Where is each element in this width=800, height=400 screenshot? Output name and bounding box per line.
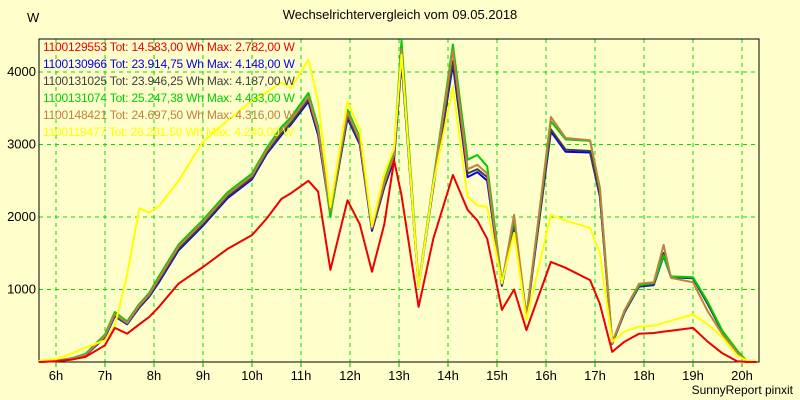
y-tick-label: 3000 <box>7 137 36 152</box>
x-tick-label: 14h <box>437 368 459 383</box>
plot-area <box>38 38 760 363</box>
x-tick-label: 15h <box>486 368 508 383</box>
x-tick-label: 11h <box>291 368 312 383</box>
x-tick-label: 20h <box>731 368 753 383</box>
x-tick-label: 16h <box>535 368 557 383</box>
legend-entry: 1100129553 Tot: 14.583,00 Wh Max: 2.782,… <box>43 40 295 54</box>
x-tick-label: 8h <box>147 368 161 383</box>
y-tick-label: 2000 <box>7 209 36 224</box>
y-tick-label: 1000 <box>7 282 36 297</box>
series-line-1100129553 <box>38 159 757 363</box>
y-axis-unit-label: W <box>27 10 40 25</box>
legend-entry: 1100148421 Tot: 24.697,50 Wh Max: 4.316,… <box>43 108 295 122</box>
legend-entry: 1100131074 Tot: 25.247,38 Wh Max: 4.433,… <box>43 91 295 105</box>
x-tick-label: 7h <box>98 368 112 383</box>
x-tick-label: 9h <box>196 368 210 383</box>
x-tick-label: 6h <box>49 368 63 383</box>
x-tick-label: 13h <box>388 368 410 383</box>
legend-entry: 1100131025 Tot: 23.946,25 Wh Max: 4.187,… <box>43 74 295 88</box>
legend-entry: 1100130966 Tot: 23.914,75 Wh Max: 4.148,… <box>43 57 295 71</box>
x-tick-label: 18h <box>633 368 655 383</box>
x-tick-label: 12h <box>339 368 361 383</box>
y-tick-label: 4000 <box>7 64 36 79</box>
page-title: Wechselrichtervergleich vom 09.05.2018 <box>282 7 518 22</box>
credit-text: SunnyReport pinxit <box>691 383 793 397</box>
series-line-1100119477 <box>38 53 757 363</box>
series-line-1100148421 <box>38 48 757 363</box>
x-tick-label: 17h <box>584 368 606 383</box>
x-tick-label: 19h <box>682 368 704 383</box>
x-tick-label: 10h <box>241 368 263 383</box>
legend-entry: 1100119477 Tot: 26.281,50 Wh Max: 4.240,… <box>43 125 295 139</box>
